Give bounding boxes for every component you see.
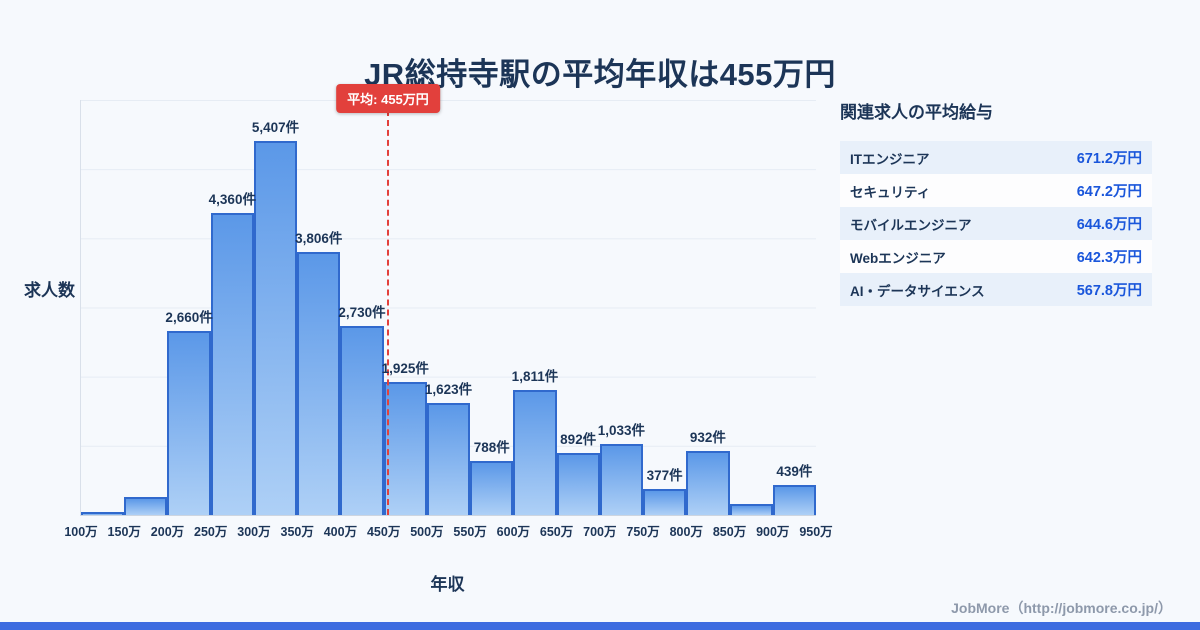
bar-slot: 439件 — [772, 100, 816, 515]
bar-value-label: 439件 — [776, 463, 813, 479]
bar-slot: 3,806件 — [295, 100, 343, 515]
bar-slot: 2,660件 — [165, 100, 213, 515]
bar-value-label: 3,806件 — [295, 230, 343, 246]
bar-value-label: 1,033件 — [597, 422, 646, 438]
bar — [124, 497, 168, 515]
bar — [253, 141, 298, 515]
bar-slot: 5,407件 — [251, 100, 300, 515]
table-row: ITエンジニア 671.2万円 — [840, 141, 1152, 174]
job-salary-value: 642.3万円 — [1076, 250, 1142, 266]
bar — [167, 331, 211, 515]
bar — [426, 402, 471, 515]
bar-value-label: 1,623件 — [424, 381, 473, 397]
x-tick-label: 200万 — [150, 525, 185, 539]
x-tick-label: 550万 — [453, 525, 487, 539]
job-category-label: モバイルエンジニア — [850, 217, 972, 233]
bar-slot — [81, 100, 125, 515]
bar — [599, 443, 644, 515]
bar-slot — [729, 100, 773, 515]
bar-slot: 2,730件 — [338, 100, 386, 515]
bar-slot: 377件 — [643, 100, 687, 515]
bar — [556, 453, 600, 515]
x-tick-label: 450万 — [366, 525, 401, 539]
bar — [729, 503, 773, 515]
table-row: AI・データサイエンス 567.8万円 — [840, 273, 1152, 306]
x-tick-label: 700万 — [583, 525, 617, 539]
bar-value-label: 4,360件 — [208, 192, 256, 208]
average-badge: 平均: 455万円 — [336, 84, 440, 113]
bar-slot: 788件 — [470, 100, 514, 515]
job-salary-value: 644.6万円 — [1076, 217, 1142, 233]
x-tick-label: 900万 — [756, 525, 790, 539]
x-tick-label: 800万 — [669, 525, 703, 539]
bar — [513, 389, 557, 515]
job-salary-value: 671.2万円 — [1076, 151, 1142, 167]
bar — [643, 488, 687, 515]
bar — [340, 326, 384, 515]
related-jobs-table: ITエンジニア 671.2万円セキュリティ 647.2万円モバイルエンジニア 644.… — [840, 141, 1152, 306]
bar-value-label: 2,730件 — [338, 305, 386, 321]
related-jobs-panel: 関連求人の平均給与 ITエンジニア 671.2万円セキュリティ 647.2万円モバイ… — [840, 98, 1152, 306]
job-category-label: ITエンジニア — [850, 151, 930, 167]
job-salary-value: 647.2万円 — [1076, 184, 1142, 200]
job-salary-value: 567.8万円 — [1076, 283, 1142, 299]
x-tick-label: 350万 — [280, 525, 314, 539]
x-tick-label: 300万 — [237, 525, 271, 539]
bar-value-label: 932件 — [689, 429, 726, 445]
x-tick-label: 850万 — [712, 525, 747, 539]
bottom-accent-strip — [0, 622, 1200, 630]
y-axis-label: 求人数 — [24, 281, 75, 300]
bar — [686, 450, 730, 515]
bar — [772, 484, 816, 515]
bar-slot: 1,623件 — [424, 100, 473, 515]
average-line — [386, 100, 389, 515]
table-row: Webエンジニア 642.3万円 — [840, 240, 1152, 273]
x-tick-label: 600万 — [496, 525, 531, 539]
bar-value-label: 1,925件 — [381, 360, 429, 376]
bar-slot: 1,033件 — [597, 100, 646, 515]
page-title: JR総持寺駅の平均年収は455万円 — [364, 56, 836, 92]
bar-value-label: 5,407件 — [251, 120, 300, 136]
x-tick-label: 400万 — [323, 525, 358, 539]
bar-value-label: 2,660件 — [165, 310, 213, 326]
x-tick-label: 250万 — [194, 525, 228, 539]
bar-slot: 1,925件 — [381, 100, 429, 515]
x-tick-label: 150万 — [107, 525, 141, 539]
bar — [297, 251, 341, 515]
bar — [210, 213, 254, 515]
bar-slot: 932件 — [686, 100, 730, 515]
bar — [383, 381, 427, 515]
x-tick-label: 750万 — [626, 525, 660, 539]
job-category-label: Webエンジニア — [850, 250, 946, 266]
bar-value-label: 788件 — [473, 439, 510, 455]
footer-credit: JobMore（http://jobmore.co.jp/） — [951, 600, 1172, 616]
bars: 2,660件 4,360件 5,407件 3,806件 2,730件 1,925件 1,62… — [81, 100, 816, 515]
plot-area: 2,660件 4,360件 5,407件 3,806件 2,730件 1,925件 1,62… — [64, 84, 833, 539]
x-tick-label: 650万 — [539, 525, 574, 539]
bar-slot: 1,811件 — [511, 100, 559, 515]
bar-slot: 4,360件 — [208, 100, 256, 515]
bar-value-label: 892件 — [560, 432, 597, 448]
x-tick-label: 950万 — [799, 525, 833, 539]
x-tick-label: 100万 — [64, 525, 98, 539]
table-row: モバイルエンジニア 644.6万円 — [840, 207, 1152, 240]
job-category-label: AI・データサイエンス — [850, 283, 985, 299]
bar-value-label: 1,811件 — [511, 368, 559, 384]
bar-slot — [124, 100, 168, 515]
bar-value-label: 377件 — [646, 467, 683, 483]
bar — [470, 460, 514, 515]
bar — [81, 512, 125, 515]
related-jobs-title: 関連求人の平均給与 — [840, 103, 993, 122]
x-ticks: 100万 150万 200万 250万 300万 350万 400万 450万 500万 550万… — [64, 515, 832, 539]
x-tick-label: 500万 — [410, 525, 444, 539]
x-axis-label: 年収 — [430, 575, 465, 594]
job-category-label: セキュリティ — [850, 184, 931, 200]
bar-slot: 892件 — [556, 100, 600, 515]
table-row: セキュリティ 647.2万円 — [840, 174, 1152, 207]
